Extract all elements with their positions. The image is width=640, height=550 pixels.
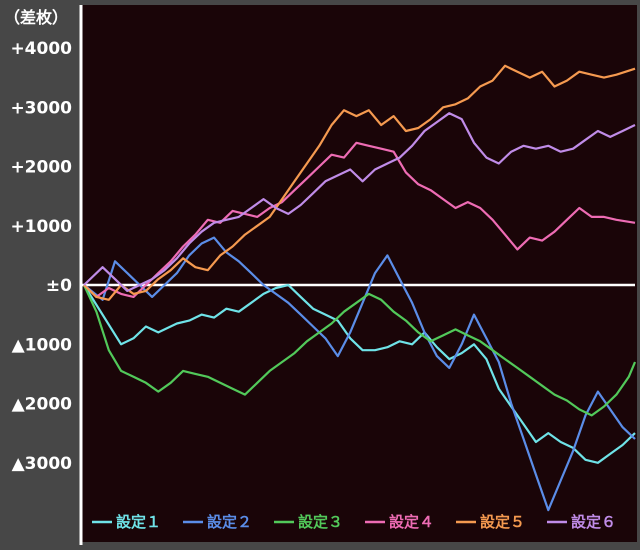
series-line-3 xyxy=(83,284,637,417)
y-tick-label: ±0 xyxy=(46,276,72,296)
legend-label: 設定５ xyxy=(480,513,525,531)
series-line-2 xyxy=(83,236,636,512)
legend-label: 設定１ xyxy=(116,513,161,531)
y-tick-label: +3000 xyxy=(10,98,72,118)
y-tick-label: +4000 xyxy=(10,39,72,59)
y-tick-label: ▲2000 xyxy=(12,395,73,415)
y-tick-label: ▲1000 xyxy=(12,335,73,355)
y-axis-label: （差枚） xyxy=(4,8,68,27)
legend: 設定１ 設定２ 設定３ 設定４ 設定５ 設定６ xyxy=(92,513,616,531)
series-line-1 xyxy=(83,283,636,464)
y-axis-panel xyxy=(0,0,81,550)
series-line-6 xyxy=(83,112,636,292)
y-tick-labels: +4000 +3000 +2000 +1000 ±0 ▲1000 ▲2000 ▲3000 xyxy=(10,39,72,474)
series-line-5 xyxy=(83,64,636,301)
legend-label: 設定４ xyxy=(389,513,434,531)
legend-label: 設定２ xyxy=(207,513,252,531)
series-lines xyxy=(83,64,637,512)
y-tick-label: +2000 xyxy=(10,158,72,178)
plot-area xyxy=(81,5,637,542)
y-tick-label: +1000 xyxy=(10,217,72,237)
series-line-4 xyxy=(83,141,636,298)
legend-label: 設定６ xyxy=(571,513,616,531)
legend-label: 設定３ xyxy=(298,513,343,531)
y-tick-label: ▲3000 xyxy=(12,454,73,474)
